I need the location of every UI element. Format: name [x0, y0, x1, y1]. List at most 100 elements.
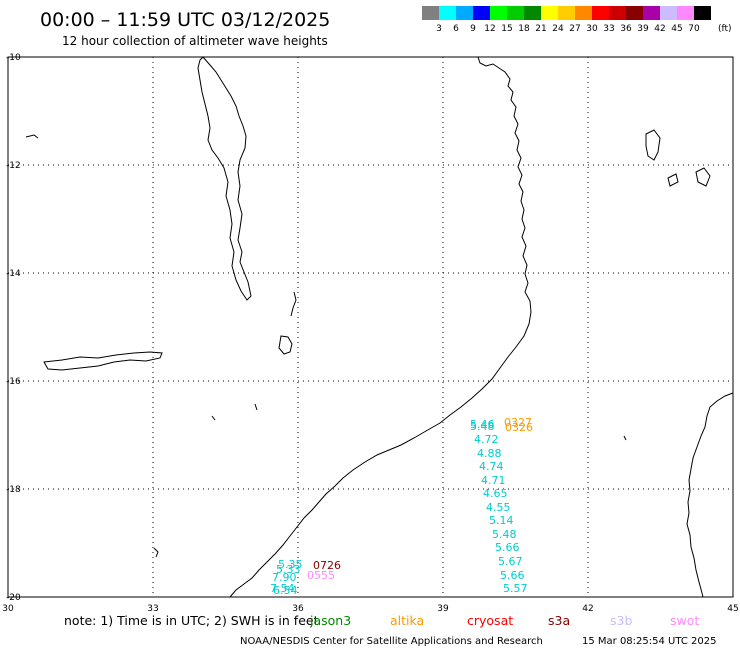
colorbar-swatch: [507, 6, 524, 20]
river-fragment: [290, 291, 297, 317]
lake-chilwa-shoreline: [278, 335, 293, 355]
wave-height-label: 4.88: [477, 447, 502, 460]
longitude-tick-label: 42: [582, 604, 593, 614]
colorbar-tick-label: 36: [620, 24, 632, 34]
river-fragment: [153, 547, 159, 558]
coastlines: [25, 56, 734, 598]
colorbar-tick-label: 42: [654, 24, 665, 34]
wave-height-label: 4.71: [481, 474, 506, 487]
river-fragment: [254, 403, 258, 411]
latitude-tick-label: -20: [6, 593, 21, 603]
colorbar-swatch: [541, 6, 558, 20]
colorbar-tick-label: 21: [535, 24, 546, 34]
comoros-island: [695, 167, 711, 187]
wave-height-label: 5.48: [470, 420, 495, 433]
colorbar-tick-label: 33: [603, 24, 614, 34]
longitude-tick-label: 39: [437, 604, 449, 614]
colorbar-swatch: [439, 6, 456, 20]
wave-height-label: 4.74: [479, 460, 504, 473]
colorbar-swatch: [677, 6, 694, 20]
wave-height-label: 5.67: [498, 555, 523, 568]
colorbar-tick-label: 3: [436, 24, 442, 34]
colorbar-swatch: [694, 6, 711, 20]
colorbar-swatch: [524, 6, 541, 20]
colorbar-swatch: [490, 6, 507, 20]
colorbar-tick-label: 30: [586, 24, 598, 34]
satellite-legend-label: s3a: [548, 613, 570, 628]
colorbar-legend: 3 6 9 12 15 18 21 24 27 30 33 36 39 42 45 70: [422, 6, 711, 34]
altimeter-observations: 5.465.484.724.884.744.714.654.555.145.48…: [270, 416, 533, 597]
colorbar-swatch: [626, 6, 643, 20]
colorbar-tick-label: 12: [484, 24, 495, 34]
colorbar-swatch: [575, 6, 592, 20]
colorbar-tick-label: 39: [637, 24, 649, 34]
madagascar-coastline: [686, 392, 734, 598]
satellite-legend-label: cryosat: [467, 613, 513, 628]
colorbar-swatch: [609, 6, 626, 20]
colorbar-tick-label: 9: [470, 24, 476, 34]
wave-height-label: 4.72: [474, 433, 499, 446]
colorbar-swatch: [422, 6, 439, 20]
river-fragment: [25, 134, 39, 139]
longitude-tick-label: 30: [2, 604, 14, 614]
colorbar-tick-label: 70: [688, 24, 700, 34]
satellite-legend-label: jason3: [309, 613, 351, 628]
latitude-tick-label: -10: [6, 53, 21, 63]
colorbar-tick-label: 6: [453, 24, 459, 34]
latitude-tick-label: -16: [6, 377, 21, 387]
graticule: [8, 57, 733, 597]
latitude-tick-label: -14: [6, 269, 21, 279]
wave-height-label: 0326: [505, 421, 533, 434]
comoros-island: [667, 173, 679, 187]
wave-height-label: 5.66: [500, 569, 525, 582]
colorbar-tick-label: 24: [552, 24, 564, 34]
river-fragment: [623, 435, 627, 441]
colorbar-tick-label: 15: [501, 24, 512, 34]
comoros-island: [645, 129, 661, 161]
wave-height-label: 6.54: [273, 584, 298, 597]
satellite-legend: jason3 altika cryosat s3a s3b swot: [309, 613, 699, 628]
satellite-legend-label: swot: [670, 613, 699, 628]
colorbar-swatch: [558, 6, 575, 20]
wave-height-label: 0726: [313, 559, 341, 572]
wave-height-label: 5.66: [495, 541, 520, 554]
river-fragment: [211, 415, 216, 421]
wave-height-label: 0555: [307, 569, 335, 582]
wave-height-label: 4.55: [486, 501, 511, 514]
wave-height-label: 4.65: [483, 487, 508, 500]
colorbar-swatch: [660, 6, 677, 20]
wave-height-label: 5.48: [492, 528, 517, 541]
latitude-axis-labels: -10 -12 -14 -16 -18 -20: [6, 53, 21, 603]
map-title: 00:00 – 11:59 UTC 03/12/2025: [40, 9, 330, 31]
longitude-tick-label: 36: [292, 604, 304, 614]
colorbar-tick-label: 18: [518, 24, 530, 34]
wave-height-label: 5.35: [278, 558, 303, 571]
wave-height-label: 7.90: [272, 571, 297, 584]
longitude-axis-labels: 30 33 36 39 42 45: [2, 604, 738, 614]
footer-note: note: 1) Time is in UTC; 2) SWH is in fe…: [64, 613, 319, 628]
map-subtitle: 12 hour collection of altimeter wave hei…: [62, 34, 328, 48]
wave-height-label: 7.54: [270, 582, 295, 595]
satellite-legend-label: altika: [390, 613, 424, 628]
wave-height-label: 5.57: [503, 582, 528, 595]
mozambique-coastline: [229, 56, 532, 598]
colorbar-swatch: [643, 6, 660, 20]
colorbar-swatch: [473, 6, 490, 20]
map-panel: 5.465.484.724.884.744.714.654.555.145.48…: [7, 56, 734, 598]
lake-malawi-shoreline: [197, 56, 252, 301]
wave-height-label: 0327: [504, 416, 532, 429]
colorbar-swatch: [592, 6, 609, 20]
wave-height-label: 5.14: [489, 514, 514, 527]
map-frame: [7, 56, 734, 598]
colorbar-tick-label: 27: [569, 24, 580, 34]
satellite-legend-label: s3b: [610, 613, 632, 628]
longitude-tick-label: 45: [727, 604, 738, 614]
footer-credit: NOAA/NESDIS Center for Satellite Applica…: [240, 636, 543, 647]
latitude-tick-label: -12: [6, 161, 21, 171]
wave-height-label: 5.33: [276, 563, 301, 576]
lake-kariba-shoreline: [43, 351, 163, 371]
colorbar-tick-label: 45: [671, 24, 682, 34]
colorbar-unit: (ft): [718, 24, 732, 34]
